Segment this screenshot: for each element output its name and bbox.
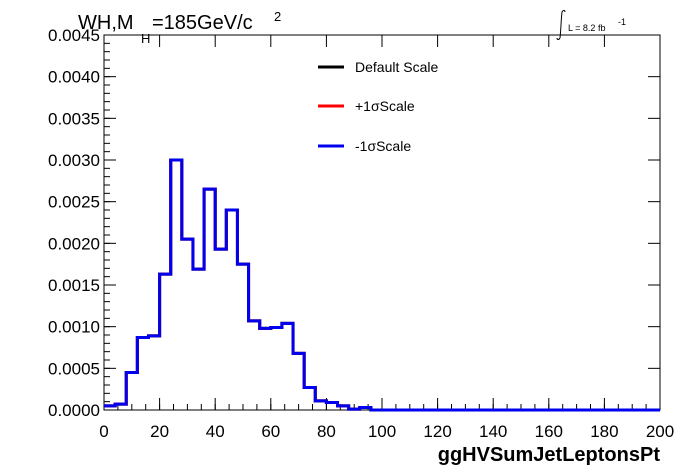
x-axis-title: ggHVSumJetLeptonsPt: [438, 444, 661, 466]
y-tick-label: 0.0010: [48, 318, 100, 337]
y-tick-label: 0.0020: [48, 234, 100, 253]
luminosity-label: L = 8.2 fb -1: [556, 10, 626, 40]
title-main: WH,M: [78, 12, 134, 34]
x-tick-label: 180: [590, 422, 618, 441]
y-axis: 0.0000 0.0005 0.0010 0.0015 0.0020 0.0025 0.00…: [48, 26, 660, 420]
legend-label: +1σScale: [355, 98, 415, 114]
x-tick-label: 40: [206, 422, 225, 441]
y-tick-label: 0.0025: [48, 193, 100, 212]
y-tick-label: 0.0005: [48, 359, 100, 378]
x-tick-label: 80: [317, 422, 336, 441]
title-subscript: H: [141, 31, 150, 46]
x-tick-label: 20: [150, 422, 169, 441]
title-superscript: 2: [274, 9, 281, 24]
y-tick-label: 0.0035: [48, 109, 100, 128]
x-tick-label: 120: [423, 422, 451, 441]
x-axis: 0 20 40 60 80 100 120 140 160 180 200: [99, 35, 674, 441]
integral-sign-icon: [556, 10, 566, 40]
y-tick-label: 0.0045: [48, 26, 100, 45]
x-tick-label: 100: [368, 422, 396, 441]
title-rest: =185GeV/c: [152, 12, 253, 34]
x-tick-label: 160: [535, 422, 563, 441]
x-tick-label: 60: [261, 422, 280, 441]
chart-title: WH,M H =185GeV/c 2: [78, 9, 281, 46]
y-tick-label: 0.0000: [48, 401, 100, 420]
legend-label: Default Scale: [355, 59, 438, 75]
legend-label: -1σScale: [355, 138, 411, 154]
x-tick-label: 200: [646, 422, 674, 441]
x-tick-label: 140: [479, 422, 507, 441]
y-tick-label: 0.0030: [48, 151, 100, 170]
luminosity-superscript: -1: [618, 17, 626, 27]
legend: Default Scale +1σScale -1σScale: [318, 59, 438, 154]
y-tick-label: 0.0040: [48, 68, 100, 87]
y-tick-label: 0.0015: [48, 276, 100, 295]
histogram-series-2: [104, 158, 660, 412]
luminosity-text: L = 8.2 fb: [568, 23, 605, 33]
series-layer: [104, 158, 660, 412]
x-tick-label: 0: [99, 422, 108, 441]
